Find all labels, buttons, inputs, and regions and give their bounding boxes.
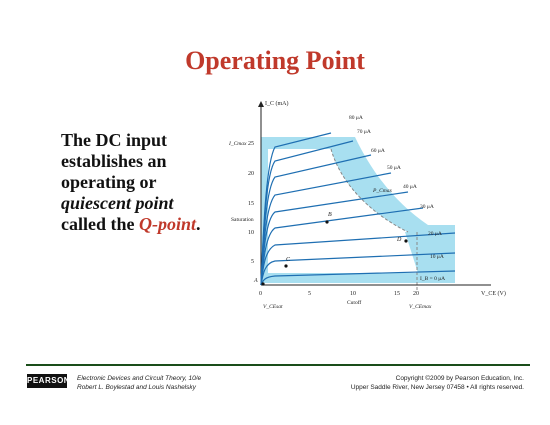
curve-label-30: 30 μA bbox=[420, 204, 434, 210]
x-tick-20: 20 bbox=[413, 291, 419, 297]
copyright-line-2: Upper Saddle River, New Jersey 07458 • A… bbox=[350, 384, 524, 391]
curve-label-10: 10 μA bbox=[430, 254, 444, 260]
ic-max-label: I_Cmax bbox=[228, 141, 247, 147]
transistor-characteristics-figure: 80 μA 70 μA 60 μA 50 μA 40 μA 30 μA 20 μ… bbox=[223, 95, 523, 330]
pc-max-label: P_Cmax bbox=[372, 188, 393, 194]
text-line-1: The DC input bbox=[61, 130, 168, 150]
y-tick-20: 20 bbox=[248, 171, 254, 177]
vce-sat-label: V_CEsat bbox=[263, 304, 283, 310]
curve-label-20: 20 μA bbox=[428, 231, 442, 237]
curve-label-50: 50 μA bbox=[387, 165, 401, 171]
curve-label-40: 40 μA bbox=[403, 184, 417, 190]
text-line-5-post: . bbox=[196, 214, 201, 234]
x-tick-5: 5 bbox=[308, 291, 311, 297]
body-text: The DC input establishes an operating or… bbox=[61, 130, 226, 235]
text-line-5-pre: called the bbox=[61, 214, 139, 234]
pc-max-curve bbox=[330, 148, 409, 233]
y-tick-15: 15 bbox=[248, 201, 254, 207]
curve-10ua bbox=[260, 252, 456, 286]
cutoff-label: Cutoff bbox=[347, 299, 361, 306]
curve-labels: 80 μA 70 μA 60 μA 50 μA 40 μA 30 μA 20 μ… bbox=[349, 115, 445, 282]
text-line-2: establishes an bbox=[61, 151, 167, 171]
footer-copyright: Copyright ©2009 by Pearson Education, In… bbox=[351, 374, 524, 392]
x-tick-0: 0 bbox=[259, 291, 262, 297]
point-a-dot bbox=[261, 282, 265, 286]
characteristics-svg: 80 μA 70 μA 60 μA 50 μA 40 μA 30 μA 20 μ… bbox=[228, 100, 506, 310]
slide-title: Operating Point bbox=[185, 46, 365, 75]
x-tick-10: 10 bbox=[350, 291, 356, 297]
curve-label-0: I_B = 0 μA bbox=[420, 276, 445, 282]
y-tick-10: 10 bbox=[248, 230, 254, 236]
y-tick-25: 25 bbox=[248, 141, 254, 147]
text-line-3: operating or bbox=[61, 172, 157, 192]
operating-points: A B C D bbox=[253, 212, 408, 286]
x-axis-label: V_CE (V) bbox=[481, 290, 506, 297]
y-tick-5: 5 bbox=[251, 259, 254, 265]
text-line-5: called the Q-point. bbox=[61, 214, 226, 235]
q-point-term: Q-point bbox=[139, 214, 197, 234]
curve-label-80: 80 μA bbox=[349, 115, 363, 121]
y-axis-label: I_C (mA) bbox=[265, 100, 289, 107]
point-b-dot bbox=[325, 220, 329, 224]
text-line-4: quiescent point bbox=[61, 193, 174, 213]
y-tick-labels: 5 10 15 20 25 bbox=[248, 141, 254, 265]
vce-max-label: V_CEmax bbox=[409, 304, 432, 310]
active-region bbox=[268, 149, 418, 273]
collector-curves bbox=[260, 132, 456, 286]
point-d-dot bbox=[404, 239, 408, 243]
point-c-label: C bbox=[286, 257, 291, 263]
y-axis-arrow bbox=[258, 101, 264, 107]
point-a-label: A bbox=[253, 278, 258, 284]
curve-label-70: 70 μA bbox=[357, 129, 371, 135]
copyright-line-1: Copyright ©2009 by Pearson Education, In… bbox=[395, 375, 524, 382]
curve-label-60: 60 μA bbox=[371, 148, 385, 154]
x-tick-labels: 0 5 10 15 20 bbox=[259, 291, 419, 297]
pearson-logo: PEARSON bbox=[27, 374, 70, 388]
x-tick-15: 15 bbox=[394, 291, 400, 297]
point-b-label: B bbox=[328, 212, 332, 218]
book-title: Electronic Devices and Circuit Theory, 1… bbox=[77, 375, 202, 382]
book-authors: Robert L. Boylestad and Louis Nashelsky bbox=[77, 384, 196, 391]
footer-book-info: Electronic Devices and Circuit Theory, 1… bbox=[77, 374, 201, 392]
point-c-dot bbox=[284, 264, 288, 268]
saturation-label: Saturation bbox=[231, 217, 254, 223]
footer-divider bbox=[26, 364, 530, 366]
point-d-label: D bbox=[396, 237, 402, 243]
